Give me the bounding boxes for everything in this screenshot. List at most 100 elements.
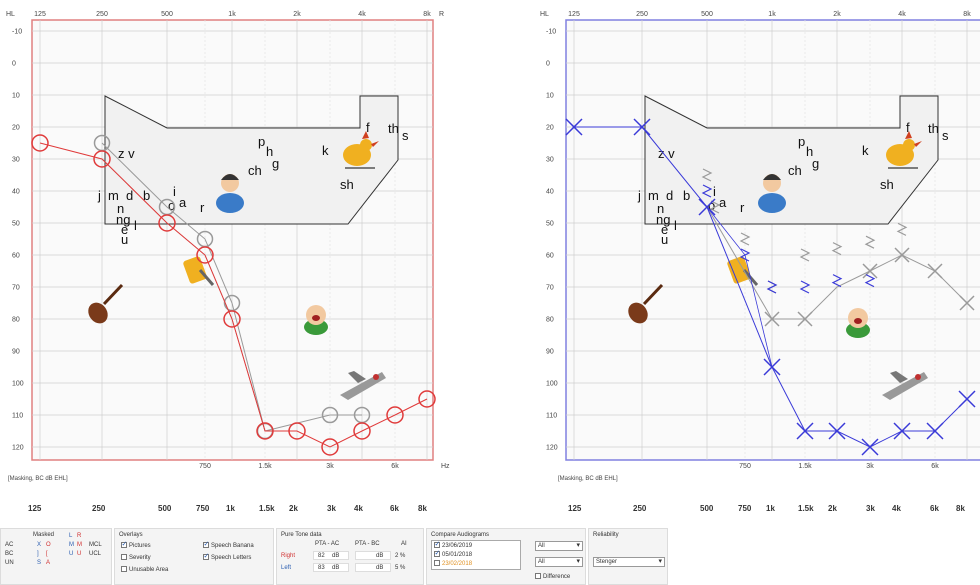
- threshold-marker[interactable]: [927, 263, 943, 279]
- speech-letter: k: [322, 143, 329, 158]
- right-ear-label: Right: [281, 553, 296, 559]
- threshold-marker[interactable]: [959, 295, 975, 311]
- masked-legend: Masked L R AC BC UN X O ] [ S A M M MCL …: [0, 528, 112, 585]
- top-freq-label: 8k: [963, 11, 971, 18]
- threshold-marker[interactable]: [861, 438, 879, 456]
- baby-crying-icon: [304, 305, 328, 335]
- threshold-marker[interactable]: [633, 118, 651, 136]
- threshold-marker[interactable]: [893, 422, 911, 440]
- symbol-bc-right: [: [46, 551, 48, 557]
- row-label-bc: BC: [5, 551, 14, 557]
- speech-letter: m: [648, 188, 659, 203]
- top-freq-label: 1k: [228, 11, 236, 18]
- date-item[interactable]: 23/06/2019: [432, 540, 520, 550]
- top-freq-label: 4k: [898, 11, 906, 18]
- speech-letter: u: [661, 232, 668, 247]
- violin-icon: [628, 283, 664, 324]
- speech-letter: b: [683, 188, 690, 203]
- threshold-marker[interactable]: [796, 422, 814, 440]
- threshold-marker[interactable]: [828, 422, 846, 440]
- top-freq-label: 4k: [358, 11, 366, 18]
- overlay-speech-banana[interactable]: Speech Banana: [203, 540, 254, 549]
- threshold-marker[interactable]: [223, 310, 241, 328]
- threshold-marker[interactable]: [321, 438, 339, 456]
- checkbox-icon[interactable]: [203, 540, 209, 548]
- overlays-panel: Overlays Pictures Severity Unusable Area…: [114, 528, 274, 585]
- checkbox-icon[interactable]: [434, 549, 440, 557]
- threshold-marker[interactable]: [196, 246, 214, 264]
- speech-letter: ch: [248, 163, 262, 178]
- db-label: 10: [546, 93, 554, 100]
- threshold-marker[interactable]: [764, 311, 780, 327]
- overlay-unusable-area[interactable]: Unusable Area: [121, 566, 168, 573]
- audiogram-date-list[interactable]: 23/06/2019 05/01/2018 23/02/2018: [431, 540, 521, 570]
- ai-left: 5 %: [395, 565, 406, 571]
- overlay-severity[interactable]: Severity: [121, 554, 151, 561]
- speech-letter: j: [97, 188, 101, 203]
- threshold-marker[interactable]: [862, 263, 878, 279]
- threshold-marker[interactable]: [763, 358, 781, 376]
- date-item[interactable]: 23/02/2018: [432, 559, 520, 568]
- freq-label: 250: [633, 504, 647, 513]
- threshold-marker[interactable]: [321, 406, 339, 424]
- db-label: 10: [12, 93, 20, 100]
- speech-letter: o: [708, 198, 715, 213]
- right-ear-audiogram[interactable]: HL 125 250 500 1k 2k 4k 8k R -10 0 10 20 30 40 50 60 70 80…: [0, 0, 470, 470]
- freq-label: 3k: [866, 504, 875, 513]
- threshold-marker[interactable]: [31, 134, 49, 152]
- right-ear-thresholds[interactable]: [31, 134, 436, 456]
- speech-letter: e: [661, 222, 668, 237]
- threshold-marker[interactable]: [565, 118, 583, 136]
- checkbox-icon[interactable]: [203, 552, 209, 560]
- db-label: 0: [546, 61, 550, 68]
- compare-select-2[interactable]: All: [535, 557, 583, 567]
- checkbox-icon[interactable]: [434, 560, 440, 566]
- threshold-marker[interactable]: [256, 422, 274, 440]
- left-plot-border: [565, 19, 980, 461]
- threshold-marker[interactable]: [353, 422, 371, 440]
- pure-tone-title: Pure Tone data: [281, 532, 322, 538]
- top-freq-label: 1k: [768, 11, 776, 18]
- symbol-un-right: A: [46, 560, 51, 566]
- top-freq-label: 2k: [833, 11, 841, 18]
- threshold-marker[interactable]: [418, 390, 436, 408]
- speech-letter: z v: [118, 146, 135, 161]
- date-item[interactable]: 05/01/2018: [432, 549, 520, 559]
- db-label: 110: [546, 413, 557, 420]
- top-freq-label: 125: [34, 11, 46, 18]
- ucl-right: U: [77, 551, 82, 557]
- speech-letter: b: [143, 188, 150, 203]
- overlay-pictures[interactable]: Pictures: [121, 540, 151, 549]
- threshold-marker[interactable]: [386, 406, 404, 424]
- freq-label: 125: [28, 504, 42, 513]
- threshold-marker[interactable]: [158, 214, 176, 232]
- threshold-marker[interactable]: [926, 422, 944, 440]
- pure-tone-data: Pure Tone data PTA - AC PTA - BC AI Righ…: [276, 528, 424, 585]
- top-freq-label: 250: [96, 11, 108, 18]
- freq-label: 125: [568, 504, 582, 513]
- threshold-marker[interactable]: [797, 311, 813, 327]
- threshold-marker[interactable]: [93, 150, 111, 168]
- checkbox-icon[interactable]: [121, 566, 127, 572]
- speech-letter: z v: [658, 146, 675, 161]
- threshold-marker[interactable]: [894, 247, 910, 263]
- threshold-marker[interactable]: [288, 422, 306, 440]
- freq-label: 8k: [418, 504, 427, 513]
- left-ear-thresholds[interactable]: [565, 118, 976, 456]
- speech-letter: a: [719, 195, 727, 210]
- threshold-marker[interactable]: [958, 390, 976, 408]
- speech-letter: n: [117, 201, 124, 216]
- difference-toggle[interactable]: Difference: [535, 573, 570, 580]
- checkbox-icon[interactable]: [535, 573, 541, 579]
- speech-letter: th: [928, 121, 939, 136]
- checkbox-icon[interactable]: [121, 540, 127, 548]
- speech-letter: j: [637, 188, 641, 203]
- left-plot-area: [566, 20, 980, 460]
- reliability-select[interactable]: Stenger: [593, 557, 665, 567]
- checkbox-icon[interactable]: [434, 540, 440, 548]
- threshold-marker[interactable]: [698, 198, 716, 216]
- checkbox-icon[interactable]: [121, 554, 127, 560]
- compare-select-1[interactable]: All: [535, 541, 583, 551]
- overlay-speech-letters[interactable]: Speech Letters: [203, 552, 251, 561]
- left-ear-audiogram[interactable]: HL1252505001k2k4k8kL-1001020304050607080…: [540, 0, 980, 470]
